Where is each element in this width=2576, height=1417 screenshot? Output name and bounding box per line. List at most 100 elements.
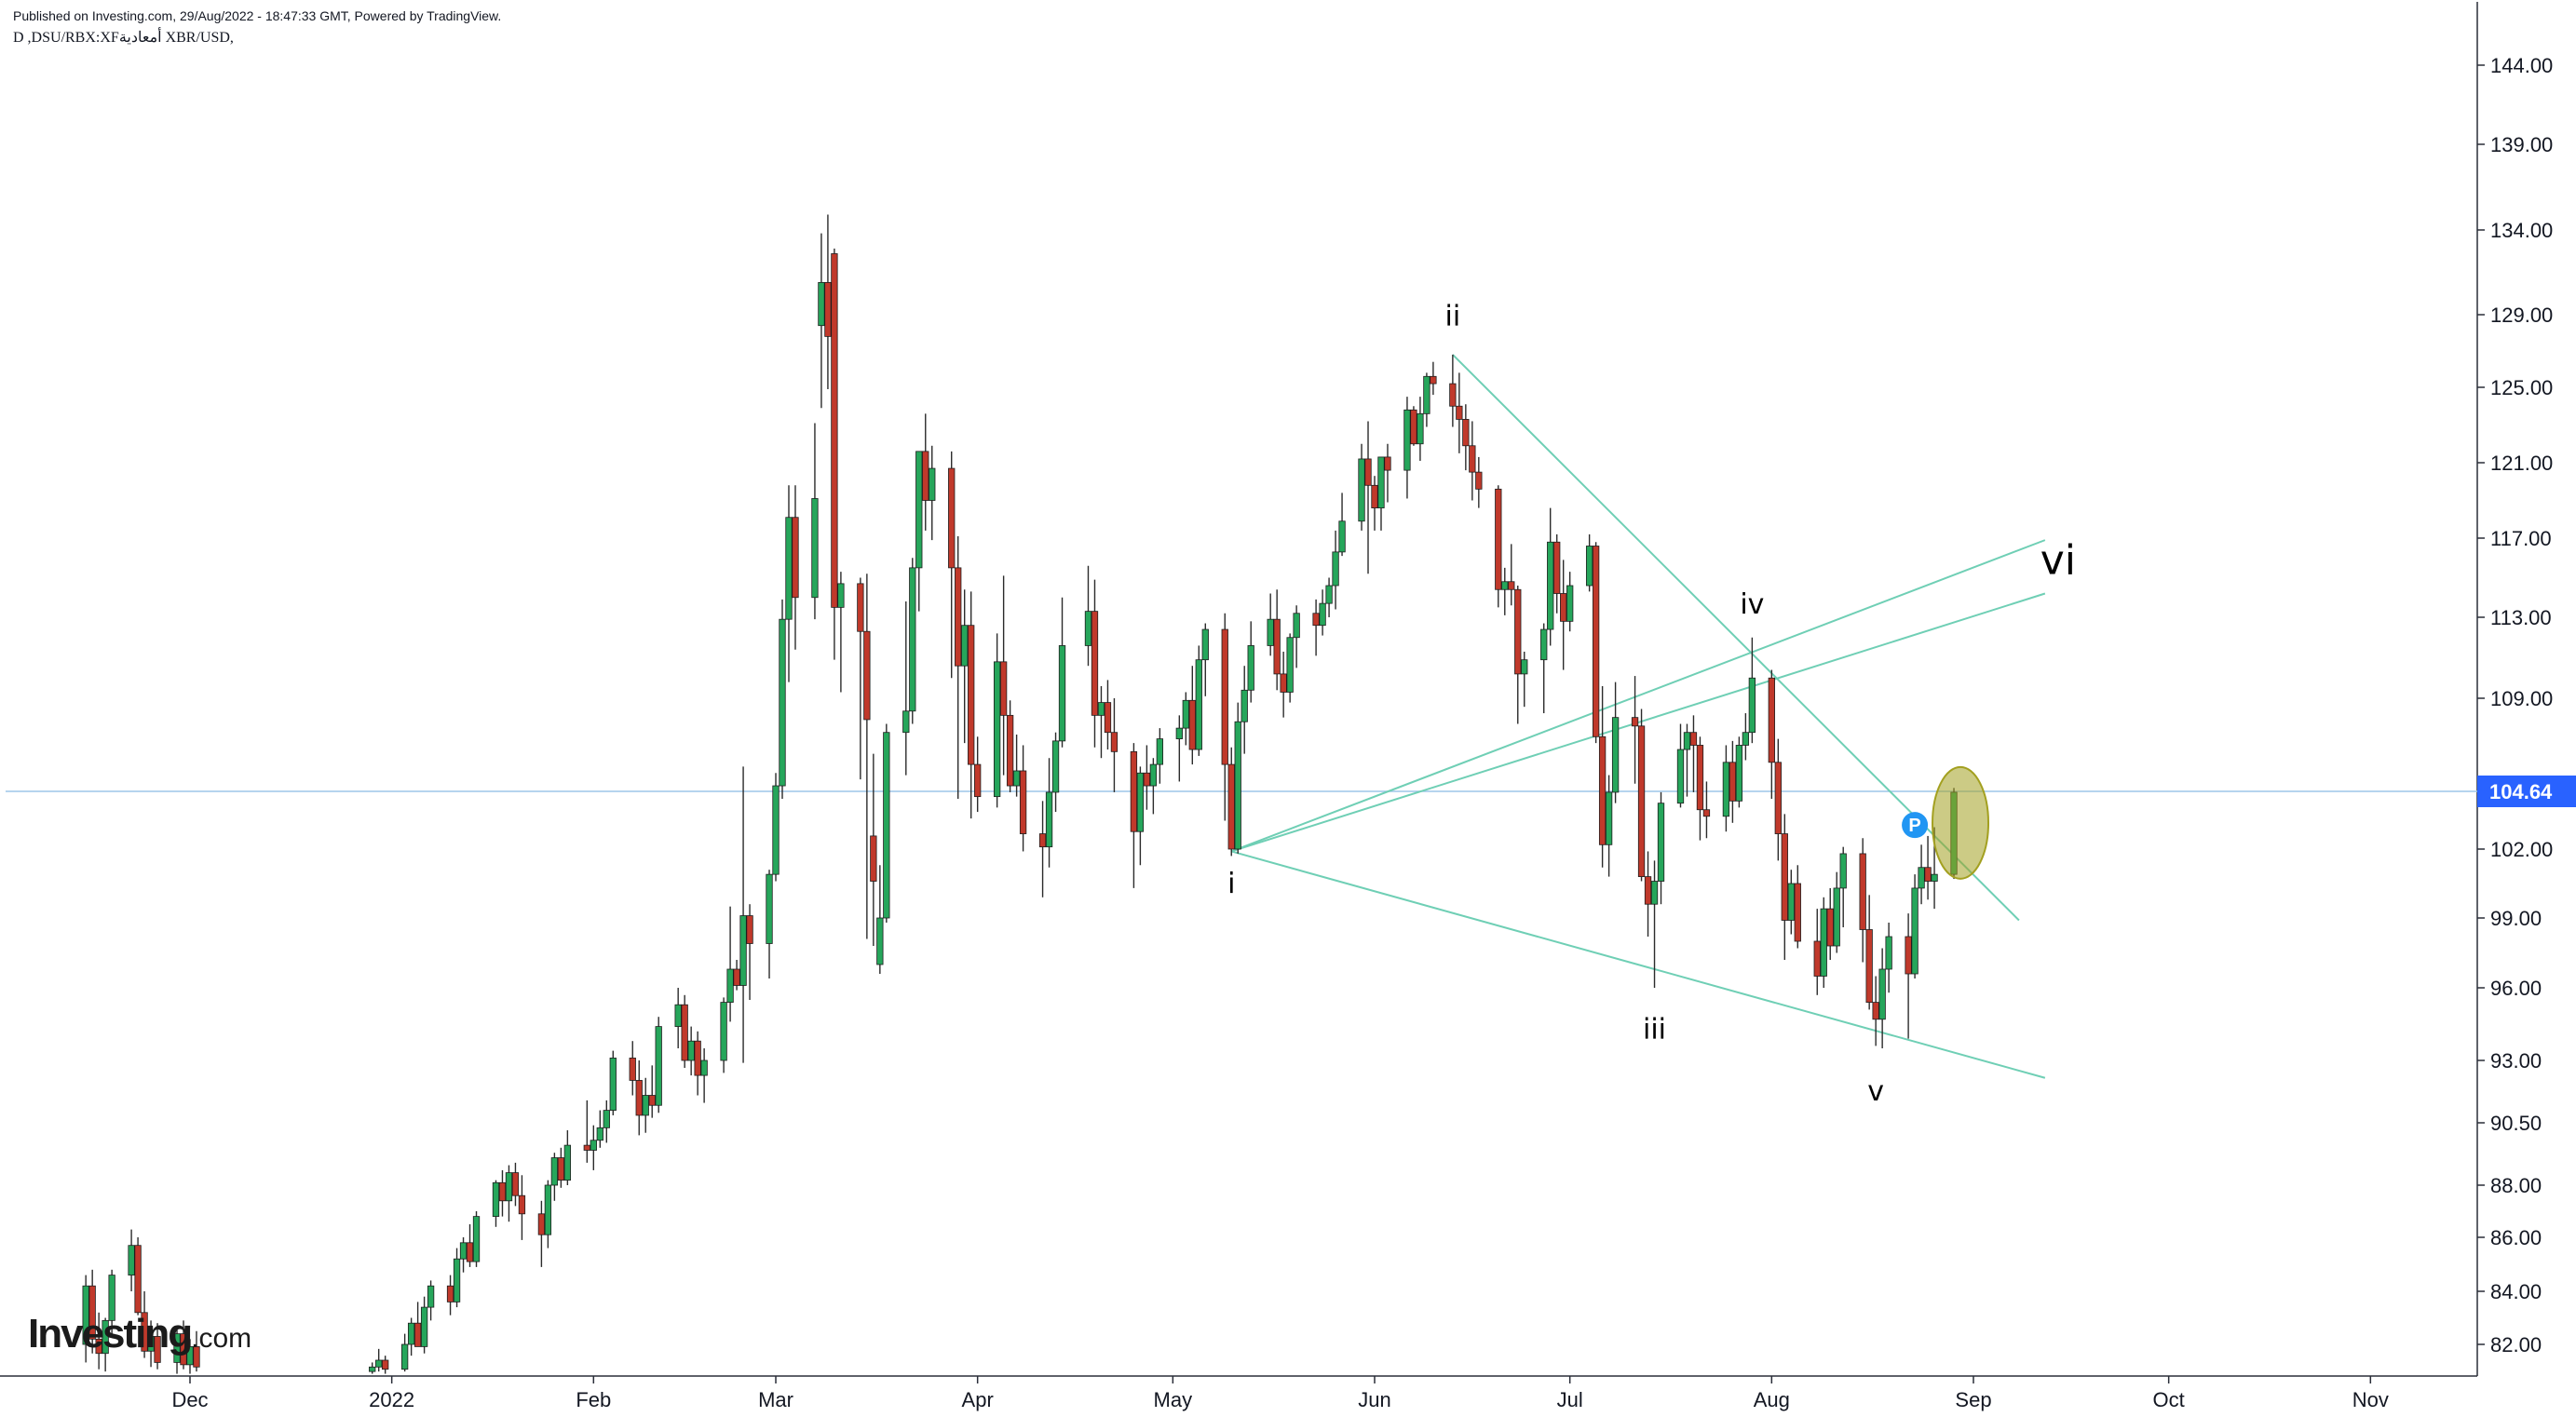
candle-body-down [88, 1285, 96, 1340]
candle-body-up [993, 661, 1001, 798]
candle [642, 1077, 649, 1133]
candle [147, 1320, 155, 1368]
candle [1130, 743, 1138, 888]
trendline-2[interactable] [1230, 539, 2046, 853]
candle [400, 1333, 409, 1372]
x-tick-label: Feb [576, 1388, 611, 1411]
candle-body-up [420, 1306, 428, 1347]
candle-body-up [1650, 881, 1659, 905]
y-tick-label: 117.00 [2490, 527, 2552, 550]
candle-body-down [1110, 732, 1119, 752]
candle [1286, 633, 1294, 703]
candle-body-up [1293, 613, 1300, 639]
candle [1247, 621, 1254, 703]
p-marker-icon[interactable] [1902, 812, 1929, 839]
candle [537, 1200, 546, 1267]
candle-body-up [1058, 645, 1066, 742]
candle [1631, 676, 1639, 784]
candle-body-up [603, 1110, 610, 1128]
candle-body-down [1637, 725, 1646, 878]
candle-body-up [785, 517, 793, 620]
candle [733, 960, 740, 991]
candle [655, 1017, 662, 1113]
candle [108, 1269, 115, 1337]
candle-body-down [1091, 611, 1099, 716]
logo-wordmark: Investing [28, 1311, 193, 1356]
y-tick-label: 134.00 [2490, 219, 2553, 242]
candle [82, 1275, 89, 1363]
candle [1878, 948, 1886, 1048]
candle [1241, 666, 1248, 754]
candle [1781, 814, 1788, 960]
candle [1058, 597, 1066, 748]
candle-body-down [1826, 908, 1834, 947]
x-tick-label: Nov [2352, 1388, 2389, 1411]
candle [1136, 766, 1145, 866]
candle [1566, 572, 1574, 632]
candle-body-up [1234, 721, 1241, 850]
candle [961, 589, 969, 744]
candle-body-down [1462, 419, 1470, 447]
x-tick-label: Apr [962, 1388, 994, 1411]
candle-body-down [1449, 383, 1457, 407]
candle [1768, 669, 1775, 799]
candle [681, 994, 688, 1069]
candle [1865, 895, 1873, 1010]
candle [1689, 715, 1698, 792]
candle-body-down [635, 1080, 643, 1116]
candle-body-down [1592, 546, 1600, 737]
candle-body-up [1683, 732, 1691, 750]
candle [1794, 865, 1801, 949]
candle-body-up [1097, 702, 1105, 716]
candle [993, 633, 1001, 808]
x-tick-label: Jul [1557, 1388, 1583, 1411]
candle [1195, 645, 1202, 756]
candle-body-down [466, 1242, 474, 1262]
candle [1560, 560, 1567, 670]
candle [870, 753, 877, 946]
candle-body-up [726, 968, 734, 1003]
candle [909, 558, 916, 724]
candle [88, 1269, 96, 1354]
candle-body-up [1931, 873, 1938, 882]
candle [492, 1180, 500, 1227]
candle [635, 1060, 643, 1136]
candle [1045, 758, 1053, 868]
candle [1325, 577, 1333, 617]
candle-body-down [746, 915, 753, 944]
candle-body-up [779, 618, 786, 787]
candle [1143, 745, 1151, 810]
trendline-1[interactable] [1230, 850, 2046, 1079]
candle-body-down [1768, 677, 1775, 763]
candle-body-up [375, 1359, 383, 1368]
candle-body-up [128, 1245, 135, 1275]
investing-logo: Investing.com [28, 1311, 251, 1357]
candle-body-down [1456, 405, 1463, 420]
candle [1918, 844, 1925, 905]
candle-body-down [922, 451, 929, 501]
candle-body-down [1495, 488, 1502, 590]
y-tick-label: 125.00 [2490, 376, 2553, 399]
candle [674, 988, 682, 1048]
candle-body-down [1644, 876, 1652, 905]
y-tick-label: 90.50 [2490, 1112, 2542, 1135]
candle-body-up [505, 1172, 513, 1202]
candle-body-up [1540, 628, 1548, 661]
candle-body-up [876, 917, 884, 965]
candle-body-down [870, 835, 877, 882]
candle [1410, 406, 1417, 446]
candle [1227, 747, 1235, 857]
candle [929, 445, 936, 541]
candle [427, 1280, 435, 1321]
candle-body-down [1729, 762, 1737, 802]
candle [1358, 443, 1365, 531]
candle-body-up [1742, 732, 1750, 746]
logo-suffix: .com [191, 1323, 252, 1354]
x-tick-label: Jun [1358, 1388, 1390, 1411]
candle [739, 766, 747, 1063]
candle [154, 1323, 161, 1370]
candle [505, 1165, 513, 1222]
candle-body-up [147, 1336, 155, 1352]
candle [511, 1162, 520, 1207]
